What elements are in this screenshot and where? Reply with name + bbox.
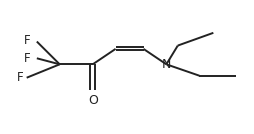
Text: O: O [88,94,98,107]
Text: N: N [162,58,171,71]
Text: F: F [24,52,30,65]
Text: F: F [24,34,30,47]
Text: F: F [17,71,24,84]
